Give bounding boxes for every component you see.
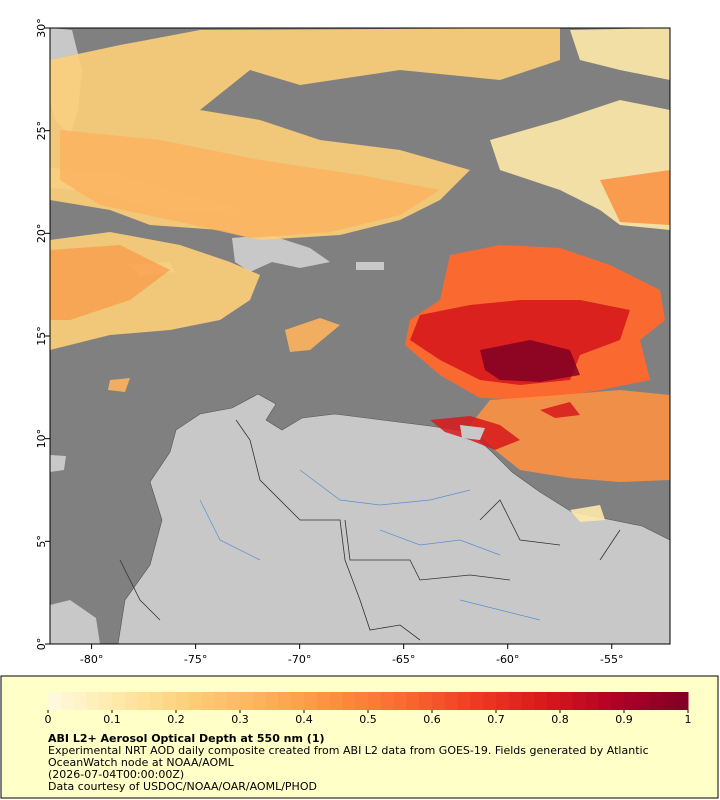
colorbar-swatch [316, 692, 331, 710]
colorbar-swatch [112, 692, 126, 710]
aerosol-field [108, 318, 340, 392]
land [232, 235, 330, 272]
description: Experimental NRT AOD daily composite cre… [48, 744, 649, 769]
colorbar-swatch [265, 692, 279, 710]
aerosol-field [570, 505, 605, 522]
y-tick-label: 15° [35, 326, 48, 346]
x-tick-label: -55° [600, 653, 623, 666]
colorbar-swatch [227, 692, 241, 710]
colorbar-swatch [636, 692, 651, 710]
colorbar-swatch [201, 692, 215, 710]
colorbar-tick-label: 0.8 [551, 713, 569, 726]
colorbar-swatch [508, 692, 523, 710]
colorbar-swatch [99, 692, 113, 710]
colorbar-tick-label: 0.9 [615, 713, 633, 726]
colorbar-tick-label: 0.1 [103, 713, 121, 726]
colorbar-swatch [176, 692, 190, 710]
colorbar-swatch [368, 692, 382, 710]
colorbar-swatch [214, 692, 228, 710]
colorbar-swatch [188, 692, 203, 710]
aerosol-field [480, 340, 580, 382]
colorbar-tick-label: 1 [685, 713, 692, 726]
colorbar-swatch [137, 692, 151, 710]
colorbar-swatch [662, 692, 676, 710]
land [460, 425, 485, 440]
colorbar-swatch [48, 692, 62, 710]
colorbar-swatch [342, 692, 356, 710]
x-tick-label: -80° [80, 653, 103, 666]
colorbar-swatch [150, 692, 164, 710]
colorbar-swatch [252, 692, 267, 710]
colorbar-swatch [496, 692, 510, 710]
info-text: ABI L2+ Aerosol Optical Depth at 550 nm … [48, 733, 688, 793]
colorbar-swatch [598, 692, 612, 710]
aerosol-field [60, 130, 440, 238]
colorbar-tick-label: 0.2 [167, 713, 185, 726]
y-tick-label: 10° [35, 429, 48, 449]
colorbar-swatch [432, 692, 446, 710]
map-area [50, 28, 670, 644]
colorbar-swatch [534, 692, 548, 710]
x-tick-label: -75° [184, 653, 207, 666]
colorbar-swatch [240, 692, 254, 710]
colorbar-tick-label: 0 [45, 713, 52, 726]
colorbar-tick-label: 0.4 [295, 713, 313, 726]
y-tick-label: 30° [35, 18, 48, 38]
colorbar-swatch [380, 692, 395, 710]
colorbar-swatch [419, 692, 433, 710]
colorbar-tick-label: 0.7 [487, 713, 505, 726]
credit: Data courtesy of USDOC/NOAA/OAR/AOML/PHO… [48, 780, 317, 793]
colorbar-swatch [86, 692, 100, 710]
colorbar-swatch [457, 692, 471, 710]
land [50, 455, 100, 644]
colorbar-swatch [547, 692, 561, 710]
colorbar-swatch [163, 692, 177, 710]
colorbar-swatch [444, 692, 459, 710]
x-tick-label: -60° [496, 653, 519, 666]
river [199, 469, 541, 621]
colorbar-swatch [291, 692, 305, 710]
colorbar-tick-label: 0.6 [423, 713, 441, 726]
colorbar-swatch [60, 692, 75, 710]
aerosol-field [50, 245, 170, 320]
colorbar-swatch [393, 692, 407, 710]
colorbar-tick-label: 0.3 [231, 713, 249, 726]
colorbar-swatch [675, 692, 689, 710]
colorbar-swatch [406, 692, 420, 710]
map-title: ABI L2+ Aerosol Optical Depth at 550 nm … [48, 732, 325, 745]
colorbar-swatch [611, 692, 625, 710]
aerosol-field [600, 170, 670, 225]
country-border [119, 419, 621, 641]
colorbar-swatch [585, 692, 599, 710]
colorbar-swatch [278, 692, 292, 710]
y-tick-label: 20° [35, 224, 48, 244]
colorbar-swatch [329, 692, 343, 710]
colorbar-tick-label: 0.5 [359, 713, 377, 726]
colorbar-swatch [483, 692, 497, 710]
y-tick-label: 25° [35, 121, 48, 141]
x-tick-label: -70° [288, 653, 311, 666]
x-tick-label: -65° [392, 653, 415, 666]
colorbar-swatch [572, 692, 587, 710]
aerosol-field [470, 390, 670, 482]
colorbar-swatch [355, 692, 369, 710]
date: (2026-07-04T00:00:00Z) [48, 768, 185, 781]
colorbar-swatch [649, 692, 663, 710]
colorbar-swatch [560, 692, 574, 710]
colorbar-swatch [304, 692, 318, 710]
colorbar-swatch [470, 692, 484, 710]
y-tick-label: 5° [35, 535, 48, 548]
colorbar-swatch [624, 692, 638, 710]
colorbar-swatch [124, 692, 139, 710]
colorbar-swatch [521, 692, 535, 710]
y-tick-label: 0° [35, 638, 48, 651]
colorbar-swatch [73, 692, 87, 710]
